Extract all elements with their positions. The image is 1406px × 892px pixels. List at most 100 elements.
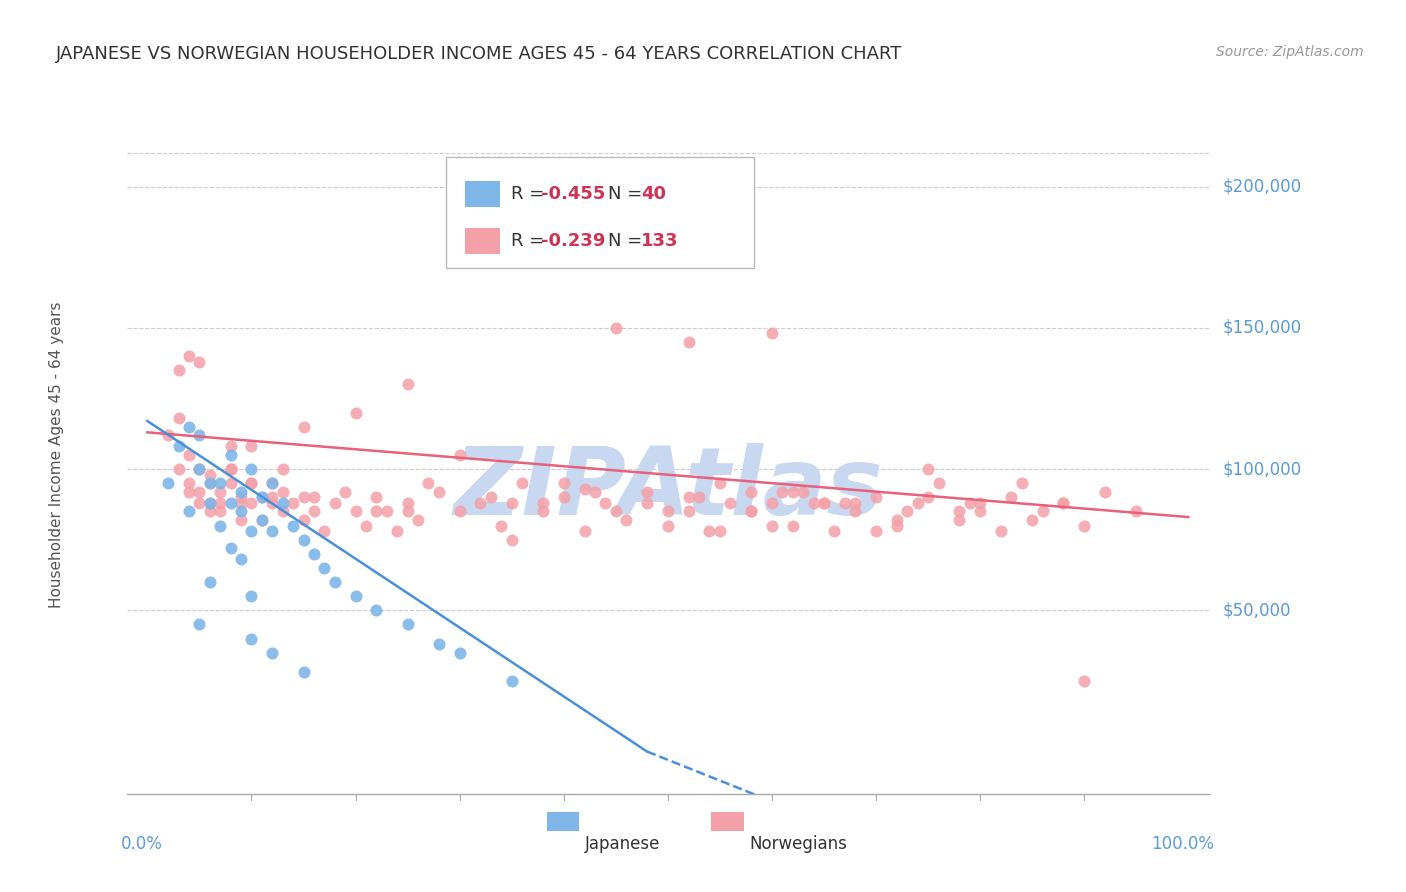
Point [782, 518, 804, 533]
Point [782, 484, 804, 499]
Point [177, 476, 200, 491]
Text: N =: N = [609, 232, 648, 250]
Point [823, 524, 845, 539]
Point [917, 491, 939, 505]
Point [595, 496, 617, 510]
Point [219, 476, 242, 491]
Point [177, 349, 200, 363]
Point [948, 513, 970, 527]
Point [209, 476, 232, 491]
Point [385, 524, 409, 539]
Point [886, 518, 908, 533]
Point [188, 355, 211, 369]
Text: Norwegians: Norwegians [749, 835, 846, 853]
Point [229, 552, 252, 566]
Point [188, 617, 211, 632]
Point [240, 589, 263, 603]
Point [605, 321, 627, 335]
Text: -0.455: -0.455 [541, 185, 606, 202]
Point [262, 476, 284, 491]
Point [250, 513, 273, 527]
Point [406, 513, 429, 527]
Point [761, 326, 783, 341]
Point [250, 513, 273, 527]
Point [1052, 496, 1074, 510]
Point [1094, 484, 1116, 499]
Point [418, 476, 440, 491]
Point [250, 491, 273, 505]
Point [271, 462, 294, 476]
Point [928, 476, 950, 491]
Point [281, 518, 304, 533]
Point [198, 476, 221, 491]
Point [188, 428, 211, 442]
Point [583, 484, 606, 499]
Point [553, 476, 575, 491]
Point [699, 524, 721, 539]
Point [491, 518, 513, 533]
Point [271, 504, 294, 518]
Point [323, 575, 346, 590]
Point [292, 533, 315, 547]
Point [1073, 518, 1095, 533]
Point [803, 496, 825, 510]
Point [302, 547, 325, 561]
Point [636, 484, 658, 499]
Point [678, 334, 700, 349]
Point [333, 484, 356, 499]
Point [709, 524, 731, 539]
Point [366, 504, 388, 518]
Point [553, 491, 575, 505]
Point [198, 476, 221, 491]
Point [271, 484, 294, 499]
Point [709, 476, 731, 491]
Text: Householder Income Ages 45 - 64 years: Householder Income Ages 45 - 64 years [49, 301, 63, 608]
Point [396, 496, 419, 510]
Point [240, 632, 263, 646]
Point [271, 496, 294, 510]
Point [219, 462, 242, 476]
Point [198, 467, 221, 482]
Point [990, 524, 1012, 539]
Point [198, 504, 221, 518]
Point [740, 504, 762, 518]
Point [177, 448, 200, 462]
Point [157, 476, 180, 491]
Text: ZIPAtlas: ZIPAtlas [453, 442, 883, 535]
Bar [465, 181, 501, 207]
Point [375, 504, 398, 518]
Point [501, 533, 523, 547]
Point [229, 496, 252, 510]
Point [449, 448, 471, 462]
Point [229, 491, 252, 505]
Point [917, 462, 939, 476]
Point [219, 541, 242, 555]
Point [813, 496, 835, 510]
Point [959, 496, 981, 510]
Point [344, 589, 367, 603]
Point [262, 476, 284, 491]
Point [865, 491, 887, 505]
Point [969, 504, 991, 518]
Point [167, 363, 190, 377]
Point [240, 440, 263, 454]
Point [314, 524, 336, 539]
Text: -0.239: -0.239 [541, 232, 606, 250]
Point [531, 496, 554, 510]
Point [479, 491, 502, 505]
Point [449, 504, 471, 518]
Text: N =: N = [609, 185, 648, 202]
Point [1032, 504, 1054, 518]
Point [198, 575, 221, 590]
Point [574, 524, 596, 539]
Point [501, 673, 523, 688]
Point [209, 504, 232, 518]
Point [844, 496, 866, 510]
Point [209, 518, 232, 533]
Point [240, 524, 263, 539]
Point [188, 484, 211, 499]
Point [198, 496, 221, 510]
Point [1052, 496, 1074, 510]
Text: R =: R = [510, 185, 550, 202]
Point [167, 462, 190, 476]
